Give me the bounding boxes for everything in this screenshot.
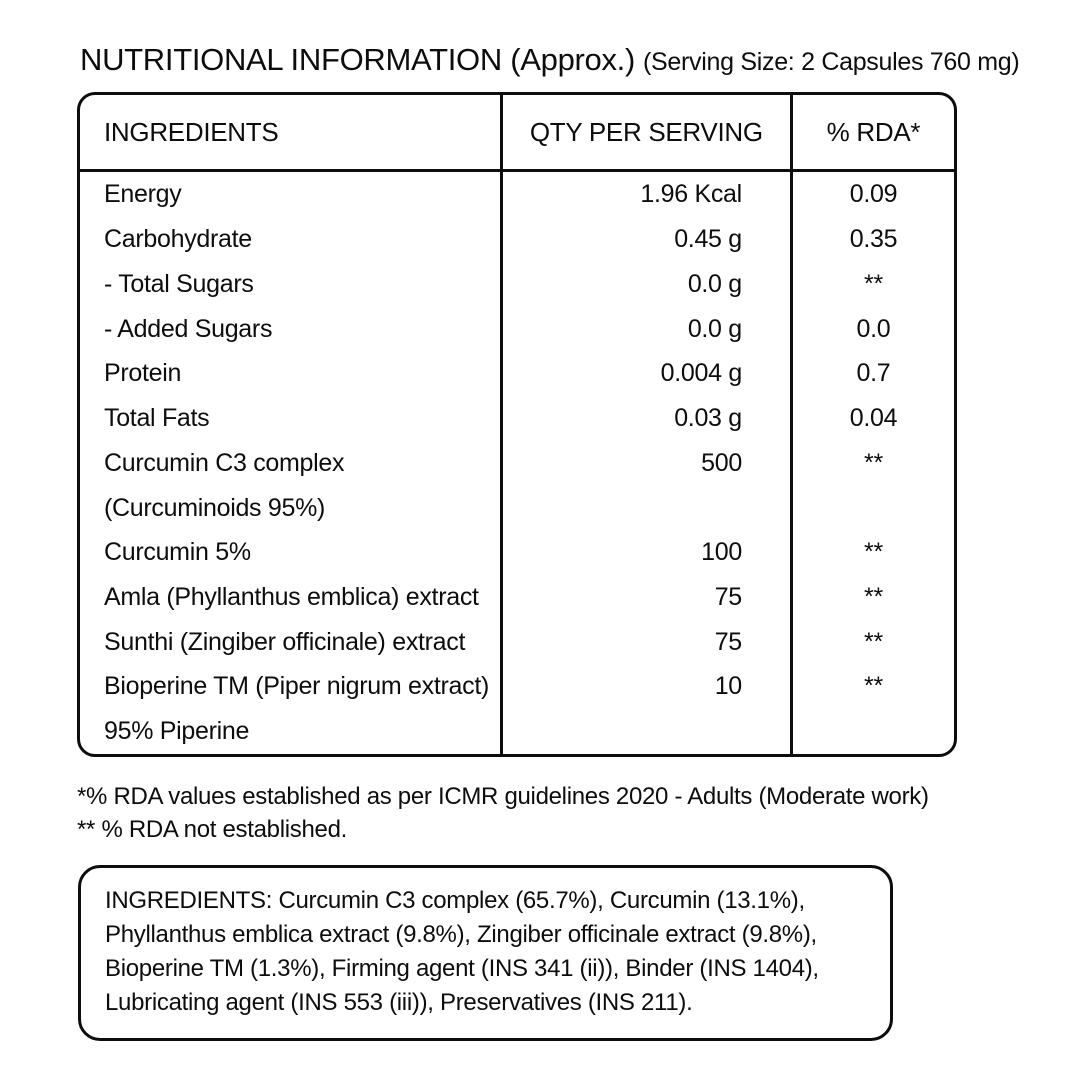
table-header-row: INGREDIENTS QTY PER SERVING % RDA* [80, 95, 954, 172]
rda-value: ** [864, 672, 883, 701]
rda-value: ** [864, 627, 883, 656]
ingredients-text: INGREDIENTS: Curcumin C3 complex (65.7%)… [105, 887, 819, 1016]
table-row: Curcumin C3 complex 500 ** [80, 441, 954, 486]
ingredient-label: Sunthi (Zingiber officinale) extract [80, 619, 503, 665]
rda-value: 0.35 [849, 225, 898, 254]
ingredient-label: Curcumin C3 complex [80, 441, 503, 486]
rda-value: 0.04 [849, 404, 898, 433]
qty-value: 10 [501, 664, 793, 710]
nutrition-table: INGREDIENTS QTY PER SERVING % RDA* Energ… [80, 95, 954, 754]
nutrition-table-border: INGREDIENTS QTY PER SERVING % RDA* Energ… [77, 92, 957, 757]
table-row-continuation: 95% Piperine [80, 709, 954, 754]
ingredient-label: - Total Sugars [80, 262, 503, 307]
qty-value: 75 [501, 575, 793, 620]
qty-value [501, 485, 793, 531]
ingredient-label: Curcumin 5% [80, 530, 503, 576]
table-row: - Added Sugars 0.0 g 0.0 [80, 306, 954, 352]
ingredients-box: INGREDIENTS: Curcumin C3 complex (65.7%)… [78, 865, 893, 1041]
header-ingredients: INGREDIENTS [80, 95, 503, 172]
ingredient-label: 95% Piperine [80, 709, 503, 754]
qty-value: 0.0 g [501, 262, 793, 307]
rda-value [791, 486, 954, 531]
ingredient-label: Amla (Phyllanthus emblica) extract [80, 575, 503, 620]
rda-value: 0.7 [856, 359, 891, 388]
rda-footnotes: *% RDA values established as per ICMR gu… [77, 780, 929, 846]
qty-value: 0.0 g [501, 306, 793, 352]
qty-value: 1.96 Kcal [501, 170, 793, 218]
ingredient-label: Carbohydrate [80, 217, 503, 263]
table-row: Amla (Phyllanthus emblica) extract 75 ** [80, 575, 954, 620]
ingredient-label: (Curcuminoids 95%) [80, 485, 503, 531]
table-row: Protein 0.004 g 0.7 [80, 351, 954, 397]
title-serving-size: (Serving Size: 2 Capsules 760 mg) [643, 48, 1020, 76]
qty-value [501, 709, 793, 754]
ingredient-label: Total Fats [80, 396, 503, 442]
qty-value: 0.03 g [501, 396, 793, 442]
ingredient-label: Bioperine TM (Piper nigrum extract) [80, 664, 503, 710]
rda-value: ** [864, 448, 883, 477]
ingredient-label: Energy [80, 170, 503, 218]
page-title: NUTRITIONAL INFORMATION (Approx.) (Servin… [80, 42, 1020, 78]
table-row: Curcumin 5% 100 ** [80, 530, 954, 576]
footnote-rda-established: *% RDA values established as per ICMR gu… [77, 783, 929, 810]
table-row: Sunthi (Zingiber officinale) extract 75 … [80, 619, 954, 665]
footnote-rda-not-established: ** % RDA not established. [77, 816, 347, 843]
qty-value: 100 [501, 530, 793, 576]
rda-value: 0.0 [856, 314, 891, 343]
qty-value: 0.004 g [501, 351, 793, 397]
table-row: - Total Sugars 0.0 g ** [80, 262, 954, 307]
title-main: NUTRITIONAL INFORMATION (Approx.) [80, 42, 636, 77]
table-row: Total Fats 0.03 g 0.04 [80, 396, 954, 442]
table-row-continuation: (Curcuminoids 95%) [80, 485, 954, 531]
header-rda: % RDA* [791, 95, 954, 172]
rda-value: 0.09 [849, 180, 898, 209]
qty-value: 75 [501, 619, 793, 665]
table-row: Energy 1.96 Kcal 0.09 [80, 170, 954, 218]
qty-value: 0.45 g [501, 217, 793, 263]
table-row: Carbohydrate 0.45 g 0.35 [80, 217, 954, 263]
rda-value: ** [864, 582, 883, 611]
rda-value: ** [864, 270, 883, 299]
rda-value [791, 709, 954, 754]
rda-value: ** [864, 538, 883, 567]
table-row: Bioperine TM (Piper nigrum extract) 10 *… [80, 664, 954, 710]
ingredient-label: Protein [80, 351, 503, 397]
ingredient-label: - Added Sugars [80, 306, 503, 352]
header-qty-per-serving: QTY PER SERVING [501, 95, 793, 172]
qty-value: 500 [501, 441, 793, 486]
